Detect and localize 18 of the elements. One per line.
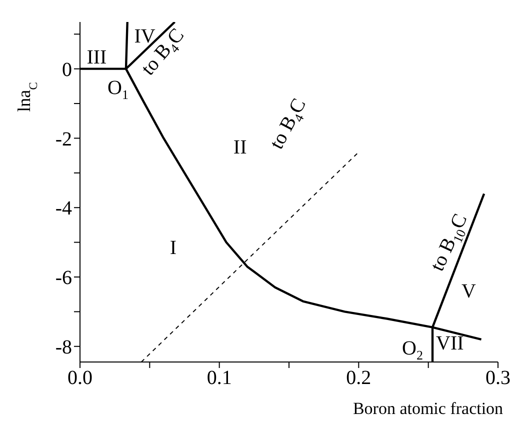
x-axis-title: Boron atomic fraction bbox=[352, 399, 504, 418]
y-tick-label: -6 bbox=[55, 267, 72, 290]
annotation: III bbox=[86, 46, 107, 68]
annotation: II bbox=[233, 136, 247, 158]
y-tick-label: -8 bbox=[55, 336, 72, 358]
x-tick-label: 0.0 bbox=[68, 367, 92, 390]
annotation: O$_{1}$ bbox=[108, 76, 128, 102]
x-tick-label: 0.1 bbox=[206, 367, 232, 390]
y-tick-label: -2 bbox=[55, 128, 72, 150]
y-tick-label: -4 bbox=[55, 198, 72, 220]
annotation: VII bbox=[436, 332, 464, 354]
annotation: O$_{2}$ bbox=[402, 336, 423, 363]
x-tick-label: 0.2 bbox=[346, 367, 372, 390]
annotation: I bbox=[170, 236, 177, 259]
y-tick-label: 0 bbox=[62, 58, 72, 81]
annotation: IV bbox=[134, 25, 156, 48]
annotation: V bbox=[462, 280, 477, 302]
x-tick-label: 0.3 bbox=[486, 367, 510, 390]
